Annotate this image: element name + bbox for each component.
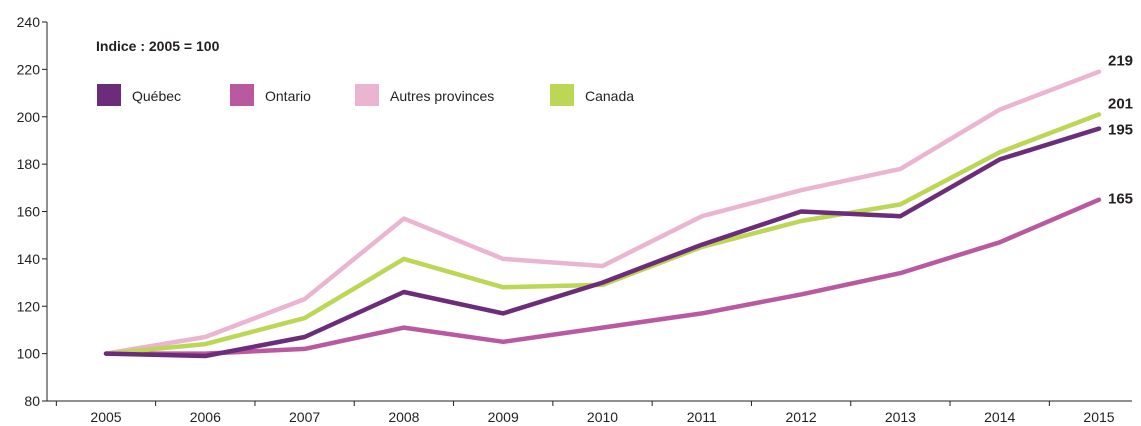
index-note: Indice : 2005 = 100	[96, 38, 220, 54]
end-value-label: 165	[1108, 191, 1133, 208]
y-tick-label: 220	[17, 61, 41, 77]
legend: Québec Ontario Autres provinces Canada	[97, 84, 634, 106]
legend-swatch	[355, 84, 379, 106]
y-tick-label: 140	[17, 251, 41, 267]
x-tick-label: 2012	[786, 409, 817, 425]
end-value-label: 219	[1108, 53, 1133, 70]
y-tick-label: 200	[17, 109, 41, 125]
y-tick-label: 100	[17, 346, 41, 362]
legend-swatch	[230, 84, 254, 106]
series-line-ontario	[103, 197, 1102, 356]
legend-label: Canada	[585, 88, 634, 104]
x-tick-label: 2015	[1083, 409, 1114, 425]
legend-label: Autres provinces	[390, 88, 494, 104]
end-value-label: 195	[1108, 122, 1133, 139]
y-tick-label: 80	[24, 393, 40, 409]
x-tick-label: 2008	[388, 409, 419, 425]
legend-swatch	[550, 84, 574, 106]
x-tick-label: 2010	[587, 409, 618, 425]
x-tick-label: 2007	[289, 409, 320, 425]
legend-label: Ontario	[265, 88, 311, 104]
x-tick-label: 2013	[885, 409, 916, 425]
x-tick-label: 2014	[984, 409, 1015, 425]
series-lines	[103, 69, 1102, 359]
x-tick-label: 2011	[687, 409, 717, 425]
x-tick-label: 2006	[190, 409, 221, 425]
y-tick-label: 180	[17, 156, 41, 172]
end-labels: 195 165 219 201	[1108, 53, 1133, 208]
series-line-qu-bec	[103, 126, 1102, 359]
x-tick-label: 2005	[90, 409, 121, 425]
y-tick-label: 120	[17, 298, 41, 314]
axes: 80 100 120 140 160 180 200 220 240 2005 2006 2007 20…	[17, 14, 1132, 425]
series-line-autres-provinces	[103, 69, 1102, 356]
y-tick-label: 160	[17, 204, 41, 220]
legend-label: Québec	[132, 88, 181, 104]
x-tick-label: 2009	[488, 409, 519, 425]
legend-swatch	[97, 84, 121, 106]
y-tick-label: 240	[17, 14, 41, 30]
end-value-label: 201	[1108, 95, 1133, 112]
